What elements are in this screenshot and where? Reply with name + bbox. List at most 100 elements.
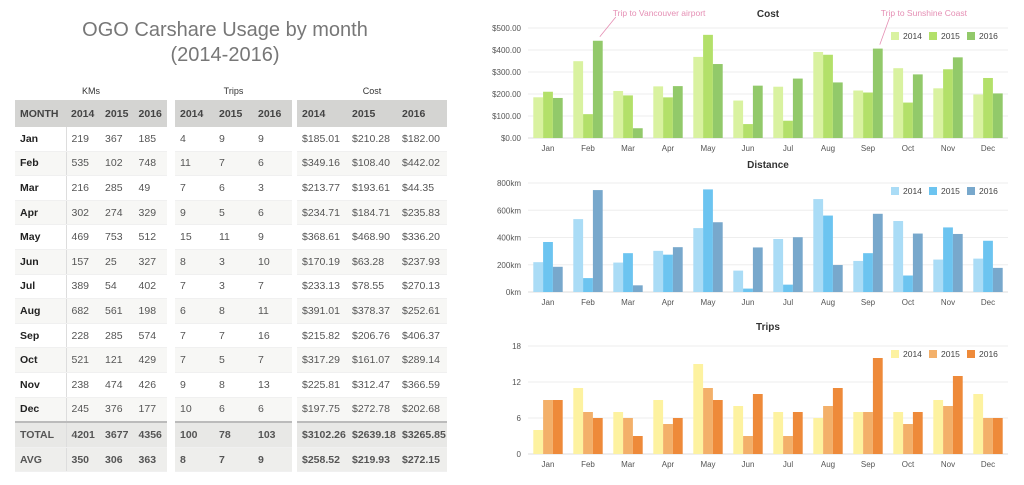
x-tick-label: Feb	[581, 144, 595, 153]
bar-2014-mar	[613, 90, 624, 138]
legend-swatch-2016	[967, 187, 975, 195]
bar-2016-jun	[752, 247, 763, 292]
cost-cell: $233.13	[297, 274, 347, 300]
chart-trips: Trips 0 6 12 18 Jan Feb Mar Apr May Jun Jul Aug Sep Oc…	[512, 322, 1008, 469]
bar-2015-dec	[983, 418, 993, 454]
month-cell: Jun	[15, 249, 67, 275]
kms-cell: 49	[133, 175, 167, 201]
cost-cell: $272.78	[347, 397, 397, 423]
table-row: Mar 216 285 49	[15, 175, 167, 201]
trips-cell: 11	[253, 298, 292, 324]
y-tick-label: $300.00	[492, 68, 521, 77]
month-cell: Nov	[15, 372, 67, 398]
cost-cell: $270.13	[397, 274, 447, 300]
bar-2015-may	[703, 34, 713, 139]
bar-2014-dec	[973, 394, 984, 454]
cost-cell: $237.93	[397, 249, 447, 275]
bar-2016-jul	[792, 237, 803, 292]
annotation-label: Trip to Vancouver airport	[613, 8, 706, 18]
trips-cell: 10	[175, 397, 214, 423]
bar-2014-jan	[533, 97, 544, 138]
month-cell: Dec	[15, 397, 67, 423]
kms-cell: 25	[100, 249, 134, 275]
bar-2014-feb	[573, 388, 584, 454]
bar-2015-apr	[663, 254, 673, 292]
kms-cell: 3677	[100, 421, 134, 448]
trips-cell: 6	[253, 200, 292, 226]
cost-cell: $406.37	[397, 323, 447, 349]
y-tick-label: 400km	[497, 234, 521, 243]
trips-cell: 9	[253, 127, 292, 152]
table-row: $317.29 $161.07 $289.14	[297, 347, 447, 373]
cost-cell: $219.93	[347, 447, 397, 473]
cost-cell: $258.52	[297, 447, 347, 473]
bar-2015-mar	[623, 253, 633, 292]
trips-cell: 9	[253, 224, 292, 250]
bar-2016-apr	[672, 247, 683, 292]
bar-2014-jun	[733, 100, 744, 138]
y-tick-label: $200.00	[492, 90, 521, 99]
kms-cell: 274	[100, 200, 134, 226]
bar-2015-jul	[783, 120, 793, 138]
kms-cell: 367	[100, 127, 134, 152]
cost-cell: $368.61	[297, 224, 347, 250]
trips-cell: 6	[214, 397, 253, 423]
x-tick-label: Dec	[981, 144, 995, 153]
kms-cell: 574	[133, 323, 167, 349]
total-row: $3102.26 $2639.18 $3265.85	[297, 421, 447, 448]
table-row: Jul 389 54 402	[15, 274, 167, 300]
x-tick-label: Jan	[542, 144, 555, 153]
trips-cell: 7	[253, 274, 292, 300]
title-line-1: OGO Carshare Usage by month	[82, 19, 368, 41]
legend-swatch-2014	[891, 32, 899, 40]
kms-cell: 177	[133, 397, 167, 423]
y-tick-label: $500.00	[492, 24, 521, 33]
table-row: $233.13 $78.55 $270.13	[297, 274, 447, 300]
total-row: 100 78 103	[175, 421, 292, 448]
bar-2016-dec	[992, 93, 1003, 138]
x-tick-label: Jul	[783, 460, 793, 469]
kms-cell: 469	[66, 224, 101, 250]
x-tick-label: May	[700, 460, 715, 469]
kms-cell: 363	[133, 447, 167, 473]
bar-2015-may	[703, 189, 713, 292]
legend-label: 2016	[979, 186, 998, 196]
trips-cell: 8	[175, 447, 214, 473]
trips-cell: 6	[175, 298, 214, 324]
table-row: 8 3 10	[175, 249, 292, 275]
trips-table: 2014 2015 2016 4 9 9 11 7 6 7 6 3 9 5 6 15 11 9 8 3 10 7 3 7…	[175, 100, 292, 473]
bar-2015-jun	[743, 124, 753, 138]
bar-2014-nov	[933, 88, 944, 138]
kms-cell: 474	[100, 372, 134, 398]
trips-cell: 8	[175, 249, 214, 275]
x-tick-label: Mar	[621, 298, 635, 307]
kms-cell: 285	[100, 323, 134, 349]
bar-2016-jan	[552, 97, 563, 138]
y-tick-label: 6	[517, 414, 522, 423]
cost-cell: $210.28	[347, 127, 397, 152]
x-tick-label: Jan	[542, 460, 555, 469]
cost-caption: Cost	[362, 86, 382, 96]
bar-2014-may	[693, 364, 704, 454]
trips-cell: 7	[214, 447, 253, 473]
legend-label: 2015	[941, 349, 960, 359]
bar-2016-nov	[952, 233, 963, 292]
bar-2015-dec	[983, 77, 993, 138]
cost-cell: $234.71	[297, 200, 347, 226]
bar-2014-sep	[853, 90, 864, 138]
bar-2015-mar	[623, 418, 633, 454]
chart-distance: Distance 0km 200km 400km 600km 800km Jan Feb Mar…	[497, 160, 1008, 307]
x-tick-label: Sep	[861, 460, 876, 469]
bar-2016-aug	[832, 388, 843, 454]
bar-2015-jan	[543, 241, 553, 292]
bar-2016-may	[712, 222, 723, 292]
bar-2014-jun	[733, 270, 744, 292]
bar-2015-oct	[903, 424, 913, 454]
y-tick-label: 0km	[506, 288, 521, 297]
bar-2014-feb	[573, 61, 584, 138]
table-row: 6 8 11	[175, 298, 292, 324]
y-tick-label: $0.00	[501, 134, 522, 143]
